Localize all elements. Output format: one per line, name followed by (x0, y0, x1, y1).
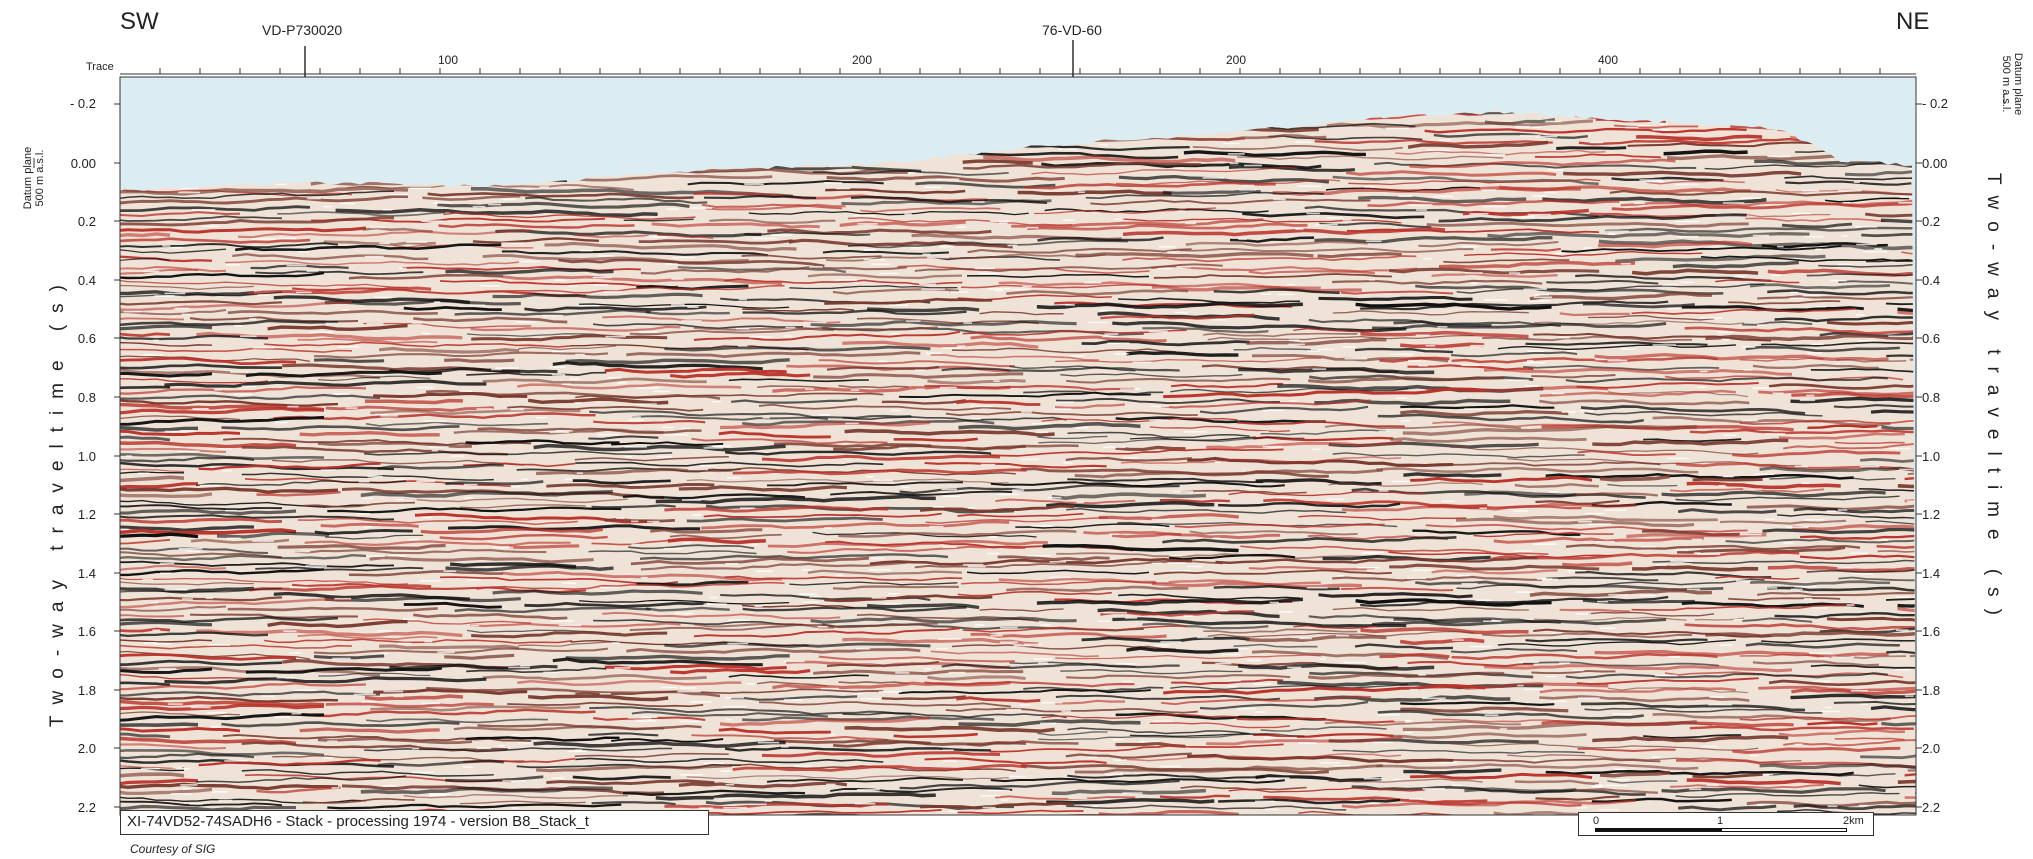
trace-tick-label: 100 (438, 53, 459, 67)
trace-tick-label: 200 (1226, 53, 1247, 67)
direction-sw-label: SW (120, 8, 159, 35)
y-tick-label-right: 1.8 (1922, 683, 1941, 698)
y-tick-label-left: 0.6 (77, 331, 96, 346)
y-axis-title-right: Two-way traveltime (s) (1983, 172, 2004, 628)
y-tick-label-left: 0.8 (77, 390, 96, 405)
y-tick-label-left: - 0.2 (69, 96, 96, 111)
trace-axis-label: Trace (86, 61, 114, 73)
y-tick-label-right: 0.8 (1922, 390, 1941, 405)
scale-segment-light (1721, 828, 1847, 832)
y-tick-label-right: 1.2 (1922, 507, 1941, 522)
direction-ne-label: NE (1896, 8, 1930, 35)
y-tick-label-left: 1.2 (77, 507, 96, 522)
datum-line-2: 500 m a.s.l. (2000, 55, 2012, 113)
y-tick-label-left: 1.6 (77, 624, 96, 639)
scale-label-0: 0 (1593, 815, 1600, 827)
y-tick-label-right: 2.0 (1922, 741, 1941, 756)
courtesy-note: Courtesy of SIG (130, 842, 216, 856)
y-tick-label-left: 1.8 (77, 683, 96, 698)
scale-label-1: 1 (1717, 815, 1724, 827)
scale-segment-dark (1595, 828, 1721, 832)
section-caption: XI-74VD52-74SADH6 - Stack - processing 1… (120, 810, 709, 835)
y-tick-label-right: 2.2 (1922, 800, 1941, 815)
y-axis-title-left: Two-way traveltime (s) (47, 272, 68, 728)
datum-line-1: Datum plane (22, 146, 34, 210)
y-tick-label-left: 1.4 (77, 566, 96, 581)
y-tick-label-left: 0.00 (70, 156, 96, 171)
datum-line-1: Datum plane (2012, 52, 2024, 116)
trace-tick-label: 400 (1598, 53, 1619, 67)
trace-tick-label: 200 (852, 53, 873, 67)
y-tick-label-right: 0.2 (1922, 214, 1941, 229)
y-tick-label-right: - 0.2 (1922, 96, 1949, 111)
datum-line-2: 500 m a.s.l. (34, 149, 46, 207)
datum-plane-label-right: Datum plane 500 m a.s.l. (2000, 53, 2024, 115)
scale-label-2km: 2km (1843, 815, 1864, 827)
y-tick-label-left: 0.2 (77, 214, 96, 229)
y-tick-label-right: 1.6 (1922, 624, 1941, 639)
y-tick-label-left: 2.2 (77, 800, 96, 815)
y-tick-label-right: 0.00 (1922, 156, 1948, 171)
y-tick-label-right: 1.4 (1922, 566, 1941, 581)
well-label-vd-p730020: VD-P730020 (262, 22, 343, 38)
y-tick-label-left: 0.4 (77, 273, 96, 288)
y-tick-label-left: 1.0 (77, 449, 96, 464)
scale-bar: 0 1 2km (1578, 812, 1874, 836)
well-label-76-vd-60: 76-VD-60 (1042, 22, 1102, 38)
datum-plane-label-left: Datum plane 500 m a.s.l. (22, 147, 46, 209)
y-tick-label-right: 0.4 (1922, 273, 1941, 288)
y-tick-label-right: 0.6 (1922, 331, 1941, 346)
y-tick-label-right: 1.0 (1922, 449, 1941, 464)
y-tick-label-left: 2.0 (77, 741, 96, 756)
